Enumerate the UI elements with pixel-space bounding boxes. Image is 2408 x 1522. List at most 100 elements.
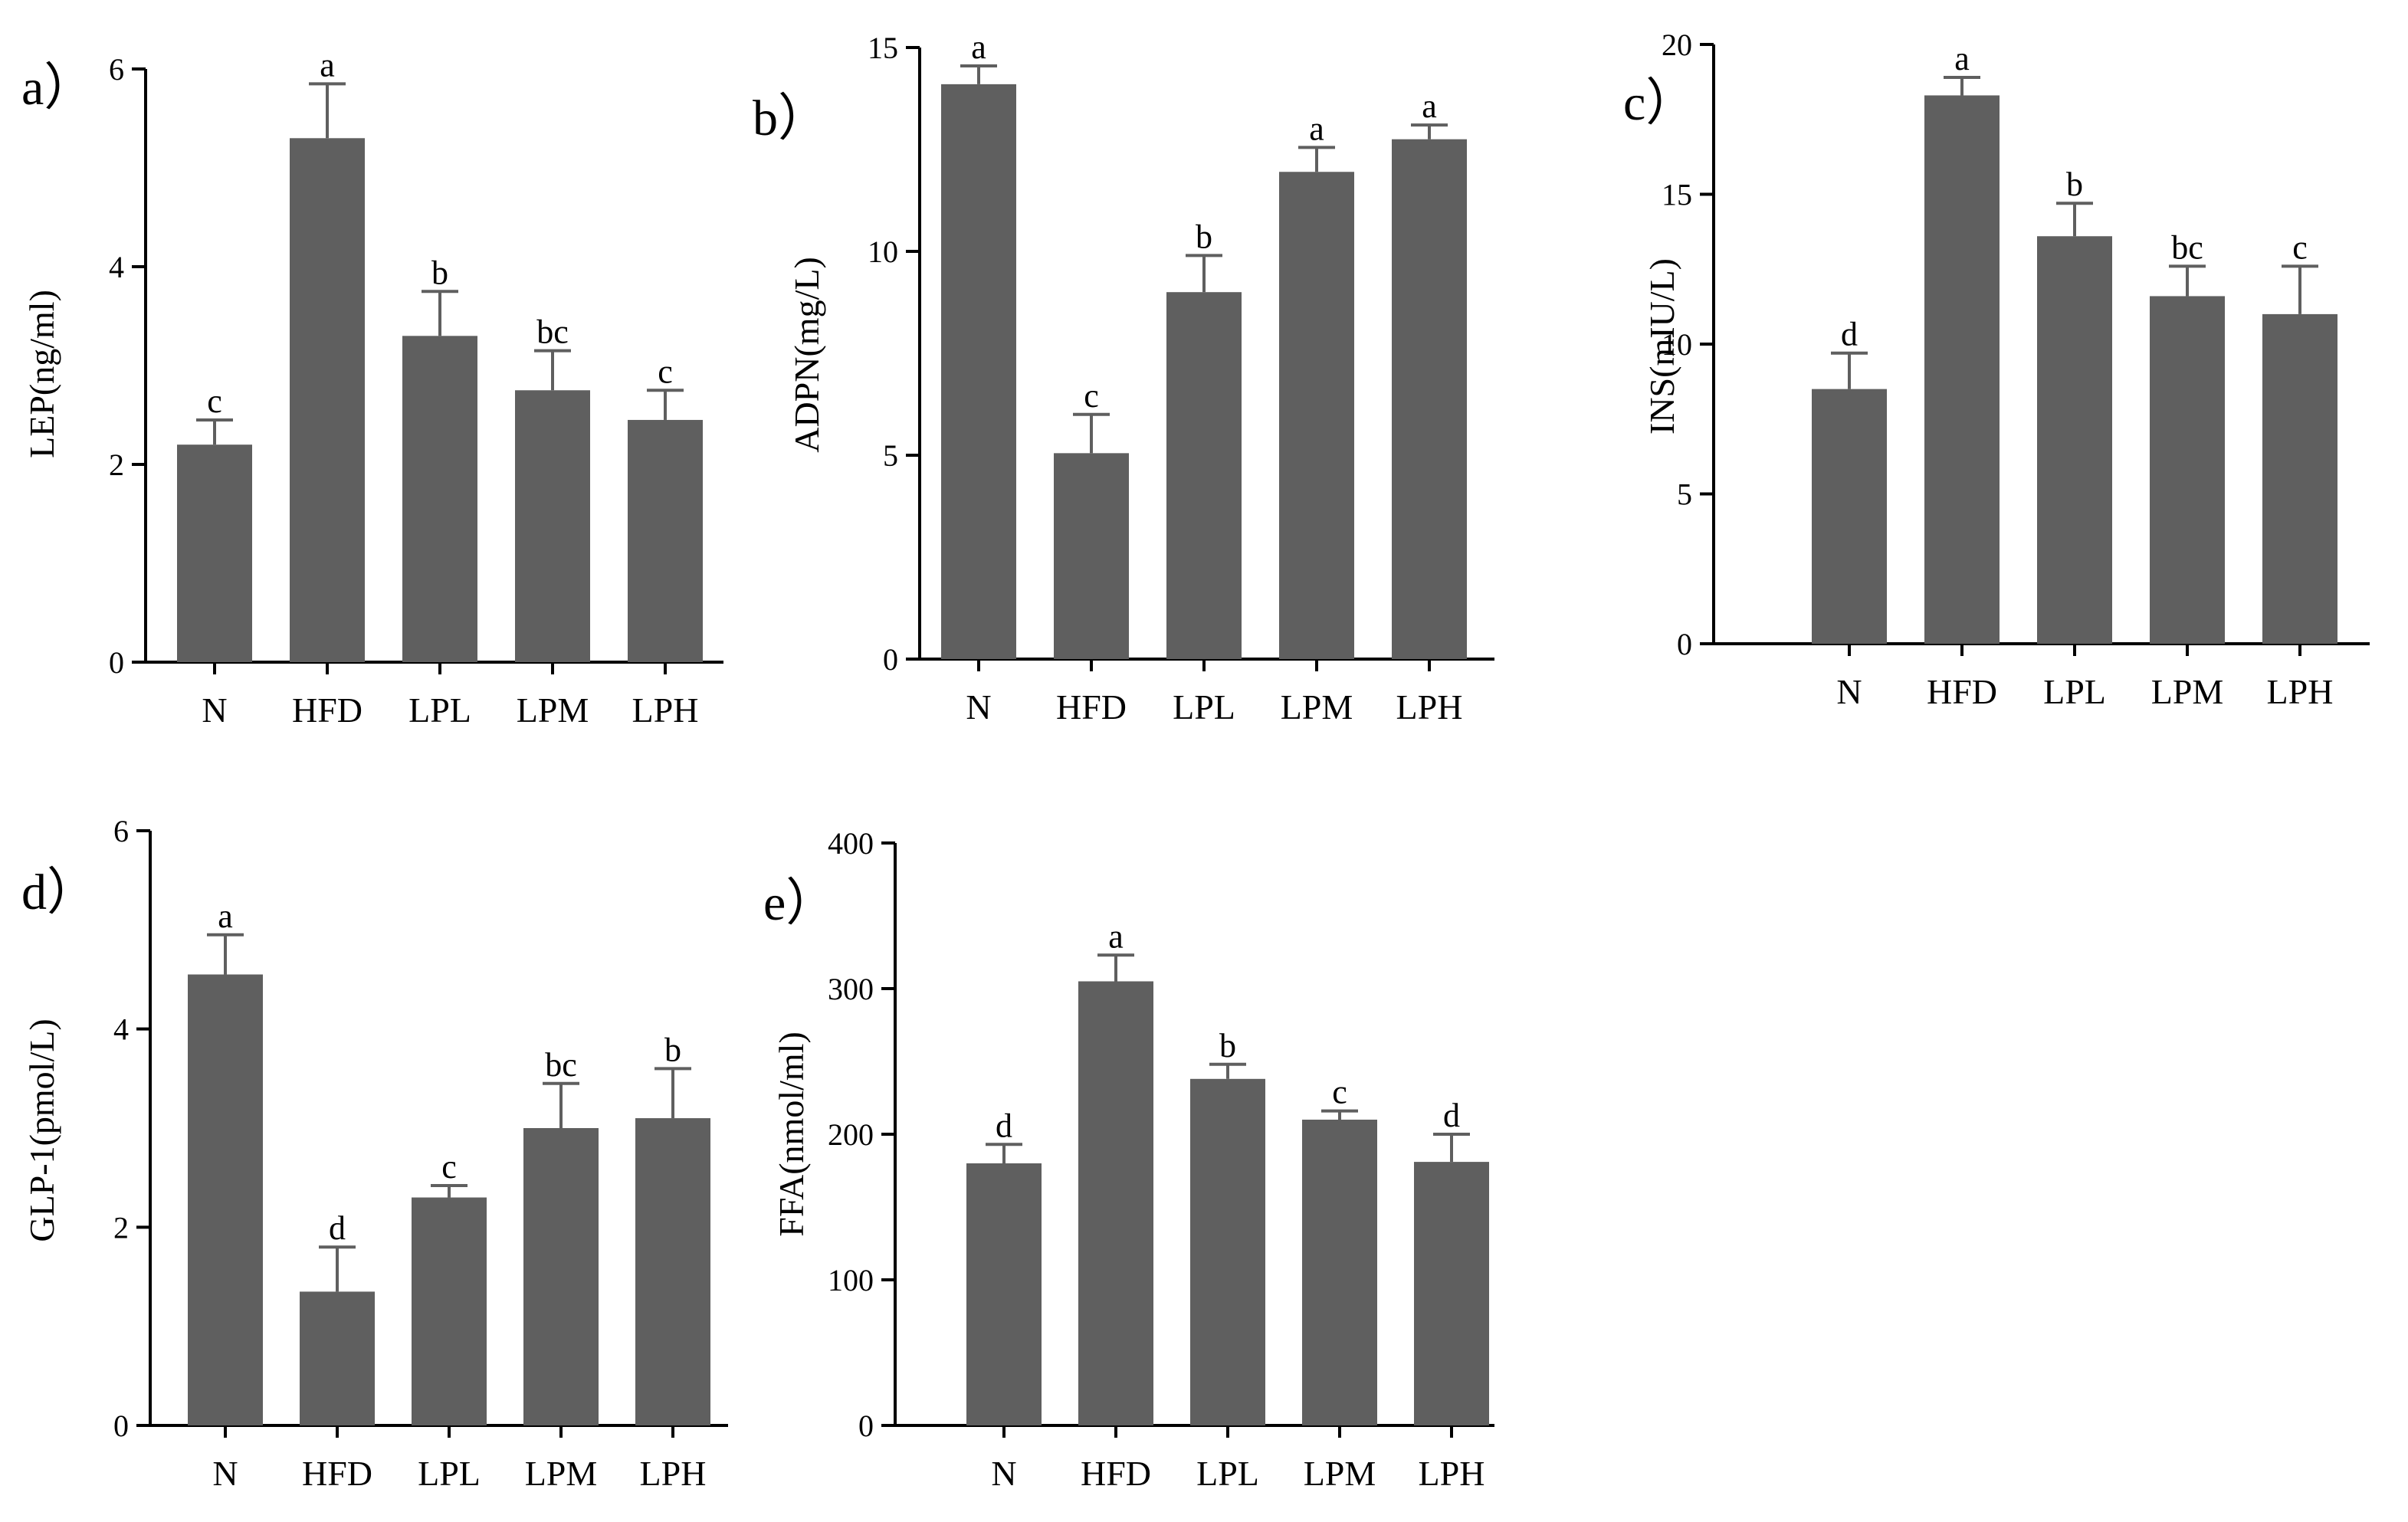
- significance-label: bc: [2171, 228, 2203, 266]
- y-tick-label: 2: [113, 1210, 129, 1245]
- bar-lpl: [1190, 1078, 1265, 1425]
- y-tick-label: 0: [1677, 627, 1692, 661]
- significance-label: bc: [536, 313, 569, 351]
- bar-lpl: [412, 1197, 487, 1425]
- panel-label: b）: [753, 90, 828, 146]
- significance-label: c: [658, 353, 673, 390]
- bar-hfd: [1054, 453, 1129, 659]
- y-tick-label: 5: [883, 438, 898, 473]
- y-tick-label: 4: [113, 1012, 129, 1047]
- bar-n: [966, 1163, 1042, 1425]
- y-axis-title: GLP-1(pmol/L): [22, 1018, 61, 1242]
- chart-panel-e: e） FFA(nmol/ml) 0 100 200 300 400 d Na HFD b LPL c…: [763, 826, 1494, 1493]
- significance-label: a: [320, 46, 335, 84]
- bar-lpl: [402, 336, 477, 662]
- y-tick-label: 10: [868, 235, 898, 269]
- bar-lph: [628, 419, 703, 662]
- y-axis-title: FFA(nmol/ml): [772, 1032, 811, 1237]
- chart-panel-a: a） LEP(ng/ml) 0 2 4 6 c Na HFD b LPL bc LPM c LPH: [21, 46, 723, 730]
- x-tick-label: N: [991, 1454, 1016, 1493]
- y-tick-label: 15: [868, 31, 898, 65]
- bar-n: [177, 444, 252, 662]
- bar-lpm: [523, 1128, 599, 1425]
- significance-label: c: [1332, 1074, 1347, 1111]
- bar-hfd: [1924, 95, 2000, 645]
- x-tick-label: LPM: [525, 1454, 598, 1493]
- bar-hfd: [1078, 981, 1153, 1425]
- x-tick-label: LPL: [1173, 687, 1235, 727]
- y-tick-label: 15: [1662, 178, 1692, 212]
- panel-label: c）: [1623, 75, 1696, 131]
- x-tick-label: LPM: [1281, 687, 1353, 727]
- y-tick-label: 2: [109, 448, 124, 482]
- x-tick-label: LPH: [632, 690, 699, 730]
- x-tick-label: N: [966, 687, 991, 727]
- x-tick-label: HFD: [1056, 687, 1127, 727]
- y-tick-label: 10: [1662, 327, 1692, 362]
- x-tick-label: N: [212, 1454, 238, 1493]
- chart-panel-c: c） INS(mIU/L) 0 5 10 15 20 d Na HFD b LPL bc LPM c LP…: [1623, 28, 2370, 711]
- bar-lph: [2262, 313, 2337, 644]
- y-axis-title: ADPN(mg/L): [787, 257, 826, 453]
- y-tick-label: 20: [1662, 28, 1692, 62]
- bar-lpl: [1166, 292, 1242, 659]
- y-tick-label: 300: [828, 972, 874, 1006]
- y-tick-label: 0: [109, 645, 124, 680]
- x-tick-label: HFD: [302, 1454, 372, 1493]
- y-tick-label: 0: [858, 1409, 874, 1443]
- chart-panel-d: d） GLP-1(pmol/L) 0 2 4 6 a Nd HFD c LPL bc LPM b LPH: [21, 814, 728, 1493]
- x-tick-label: HFD: [1927, 672, 1997, 711]
- significance-label: b: [1219, 1027, 1236, 1064]
- x-tick-label: LPM: [2151, 672, 2224, 711]
- x-tick-label: LPM: [1304, 1454, 1376, 1493]
- x-tick-label: LPH: [640, 1454, 707, 1493]
- bar-lpm: [1302, 1120, 1377, 1425]
- x-tick-label: LPH: [2267, 672, 2334, 711]
- significance-label: d: [1841, 316, 1858, 353]
- x-tick-label: N: [202, 690, 227, 730]
- significance-label: d: [329, 1209, 346, 1247]
- bar-lpm: [515, 390, 590, 662]
- bar-n: [188, 974, 263, 1425]
- y-tick-label: 0: [113, 1409, 129, 1443]
- bar-lph: [635, 1118, 710, 1425]
- y-axis-title: INS(mIU/L): [1642, 258, 1681, 435]
- significance-label: a: [1954, 40, 1970, 77]
- significance-label: a: [1422, 87, 1437, 125]
- bar-lph: [1414, 1162, 1489, 1425]
- bar-lpm: [1279, 172, 1354, 659]
- chart-panel-b: b） ADPN(mg/L) 0 5 10 15 a Nc HFD b LPL a LPM a LPH: [753, 28, 1494, 727]
- panel-label: d）: [21, 864, 97, 920]
- x-tick-label: LPM: [517, 690, 589, 730]
- significance-label: b: [664, 1031, 681, 1068]
- bar-lph: [1392, 139, 1467, 659]
- x-tick-label: N: [1836, 672, 1862, 711]
- significance-label: a: [971, 28, 986, 66]
- x-tick-label: HFD: [1081, 1454, 1151, 1493]
- x-tick-label: HFD: [292, 690, 363, 730]
- bar-n: [941, 84, 1016, 659]
- panel-label: a）: [21, 60, 94, 116]
- x-tick-label: LPL: [408, 690, 471, 730]
- y-tick-label: 100: [828, 1263, 874, 1297]
- significance-label: c: [207, 382, 222, 420]
- bar-n: [1812, 389, 1887, 644]
- significance-label: b: [431, 254, 448, 291]
- x-tick-label: LPL: [1196, 1454, 1259, 1493]
- significance-label: c: [1084, 377, 1099, 415]
- significance-label: a: [1108, 917, 1124, 955]
- significance-label: b: [1196, 218, 1212, 255]
- panel-label: e）: [763, 875, 836, 931]
- significance-label: a: [218, 897, 233, 935]
- significance-label: c: [2292, 228, 2308, 266]
- y-tick-label: 400: [828, 826, 874, 861]
- significance-label: d: [996, 1107, 1012, 1144]
- bar-hfd: [290, 138, 365, 663]
- y-tick-label: 6: [113, 814, 129, 848]
- bar-hfd: [300, 1291, 375, 1425]
- x-tick-label: LPH: [1419, 1454, 1485, 1493]
- y-tick-label: 4: [109, 250, 124, 284]
- y-tick-label: 200: [828, 1117, 874, 1152]
- significance-label: b: [2066, 166, 2083, 203]
